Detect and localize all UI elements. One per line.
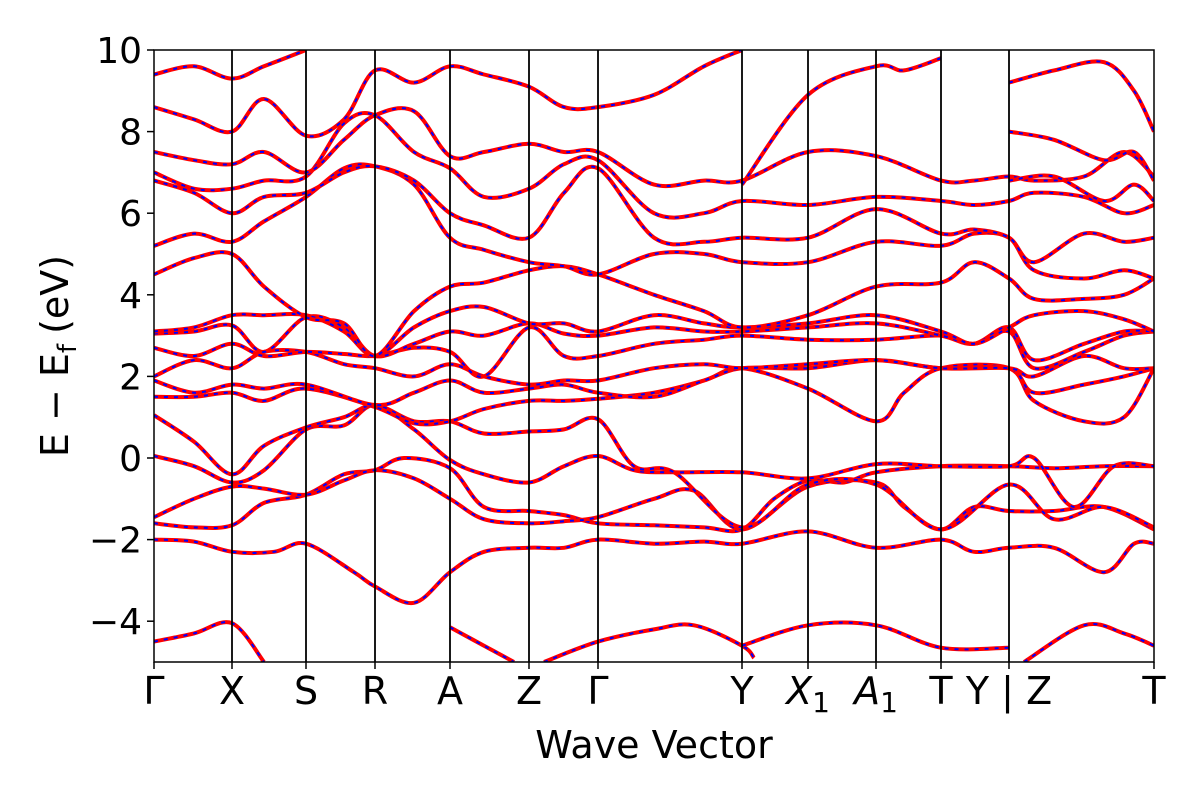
band-overlay-24: [741, 57, 942, 186]
y-tick-label-7: 8: [119, 113, 142, 154]
x-tick-label-1: Γ: [143, 669, 164, 713]
x-tick-label-7: Γ: [587, 669, 608, 713]
band-line-6: [154, 529, 1154, 605]
band-line-18: [154, 162, 1154, 281]
x-tick-label-4: R: [362, 669, 388, 713]
band-line-9: [154, 403, 1154, 509]
kpoint-lines-layer: [231, 50, 1010, 662]
band-line-11: [154, 362, 1154, 427]
band-overlay-12: [154, 359, 1154, 407]
band-line-16: [154, 304, 1154, 358]
y-ticks-layer: −4 −2 0 2 4 6 8 10: [89, 31, 154, 643]
y-tick-label-8: 10: [96, 31, 142, 72]
x-tick-label-6: Z: [516, 669, 542, 713]
band-line-22: [154, 50, 743, 139]
plot-frame: [153, 49, 1155, 663]
band-overlay-18: [154, 163, 1154, 280]
band-overlay-10: [154, 403, 1154, 531]
y-axis-label-unit: (eV): [33, 255, 77, 334]
y-axis-label-subscript: f: [53, 343, 83, 353]
band-line-5: [1022, 622, 1154, 662]
y-tick-label-1: −4: [89, 602, 142, 643]
x-tick-label-9: X1: [784, 669, 830, 719]
band-line-3: [543, 622, 756, 662]
band-overlay-26: [1008, 130, 1154, 182]
band-line-17: [154, 250, 1154, 358]
band-overlay-22: [154, 50, 743, 138]
band-overlay-17: [154, 251, 1154, 357]
bands-layer: [154, 50, 1154, 662]
y-tick-label-6: 6: [119, 194, 142, 235]
x-tick-label-8: Y: [729, 669, 754, 713]
x-tick-label-5: A: [437, 669, 463, 713]
x-axis-label: Wave Vector: [535, 723, 773, 767]
y-tick-label-4: 2: [119, 357, 142, 398]
band-overlay-20: [154, 112, 1154, 219]
x-tick-label-2: X: [219, 669, 245, 713]
band-line-8: [154, 468, 1154, 532]
band-line-1: [154, 620, 266, 662]
band-line-25: [1008, 59, 1154, 133]
band-overlay-1: [154, 621, 265, 662]
band-overlay-5: [1023, 623, 1154, 662]
x-tick-label-10: A1: [851, 669, 898, 719]
band-overlay-27: [1008, 174, 1154, 203]
x-tick-label-13: T: [1141, 669, 1166, 713]
band-overlay-23: [154, 50, 307, 80]
y-axis-label: E − Ef (eV): [33, 255, 83, 457]
y-tick-label-2: −2: [89, 521, 142, 562]
x-tick-label-3: S: [294, 669, 318, 713]
x-ticks-layer: Γ X S R A Z Γ Y X1 A1 T Y | Z T: [143, 662, 1166, 719]
y-tick-label-5: 4: [119, 276, 142, 317]
band-line-23: [154, 50, 307, 81]
x-tick-label-12: Y | Z: [965, 669, 1052, 714]
band-overlay-9: [154, 403, 1154, 508]
y-tick-label-3: 0: [119, 439, 142, 480]
band-line-21: [154, 106, 1154, 189]
y-axis-label-base: E − E: [33, 353, 77, 457]
band-overlay-25: [1008, 60, 1154, 133]
band-line-2: [449, 625, 515, 662]
x-tick-label-11: T: [928, 669, 953, 713]
